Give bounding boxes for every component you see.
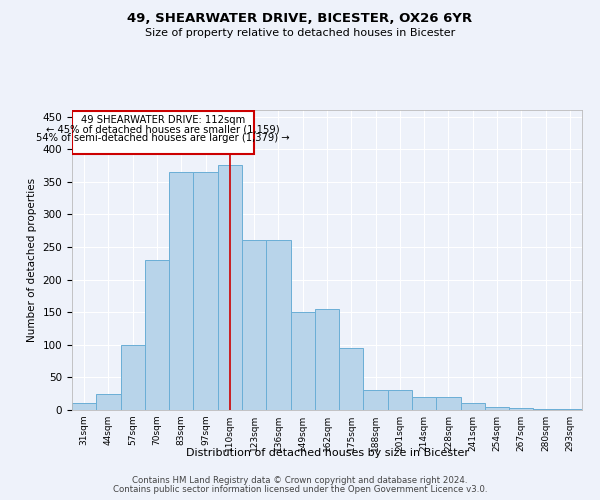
Bar	[72, 112, 254, 154]
Bar	[436, 397, 461, 410]
Bar	[290, 312, 315, 410]
Bar	[193, 172, 218, 410]
Bar	[485, 406, 509, 410]
Text: ← 45% of detached houses are smaller (1,159): ← 45% of detached houses are smaller (1,…	[46, 124, 280, 134]
Text: Size of property relative to detached houses in Bicester: Size of property relative to detached ho…	[145, 28, 455, 38]
Bar	[218, 166, 242, 410]
Text: Distribution of detached houses by size in Bicester: Distribution of detached houses by size …	[185, 448, 469, 458]
Text: 54% of semi-detached houses are larger (1,379) →: 54% of semi-detached houses are larger (…	[36, 134, 290, 143]
Bar	[533, 408, 558, 410]
Bar	[145, 260, 169, 410]
Bar	[242, 240, 266, 410]
Text: 49, SHEARWATER DRIVE, BICESTER, OX26 6YR: 49, SHEARWATER DRIVE, BICESTER, OX26 6YR	[127, 12, 473, 26]
Bar	[388, 390, 412, 410]
Bar	[72, 404, 96, 410]
Bar	[461, 404, 485, 410]
Y-axis label: Number of detached properties: Number of detached properties	[27, 178, 37, 342]
Bar	[169, 172, 193, 410]
Bar	[121, 345, 145, 410]
Bar	[364, 390, 388, 410]
Text: Contains HM Land Registry data © Crown copyright and database right 2024.: Contains HM Land Registry data © Crown c…	[132, 476, 468, 485]
Bar	[96, 394, 121, 410]
Bar	[315, 309, 339, 410]
Text: Contains public sector information licensed under the Open Government Licence v3: Contains public sector information licen…	[113, 485, 487, 494]
Text: 49 SHEARWATER DRIVE: 112sqm: 49 SHEARWATER DRIVE: 112sqm	[81, 115, 245, 125]
Bar	[509, 408, 533, 410]
Bar	[266, 240, 290, 410]
Bar	[412, 397, 436, 410]
Bar	[339, 348, 364, 410]
